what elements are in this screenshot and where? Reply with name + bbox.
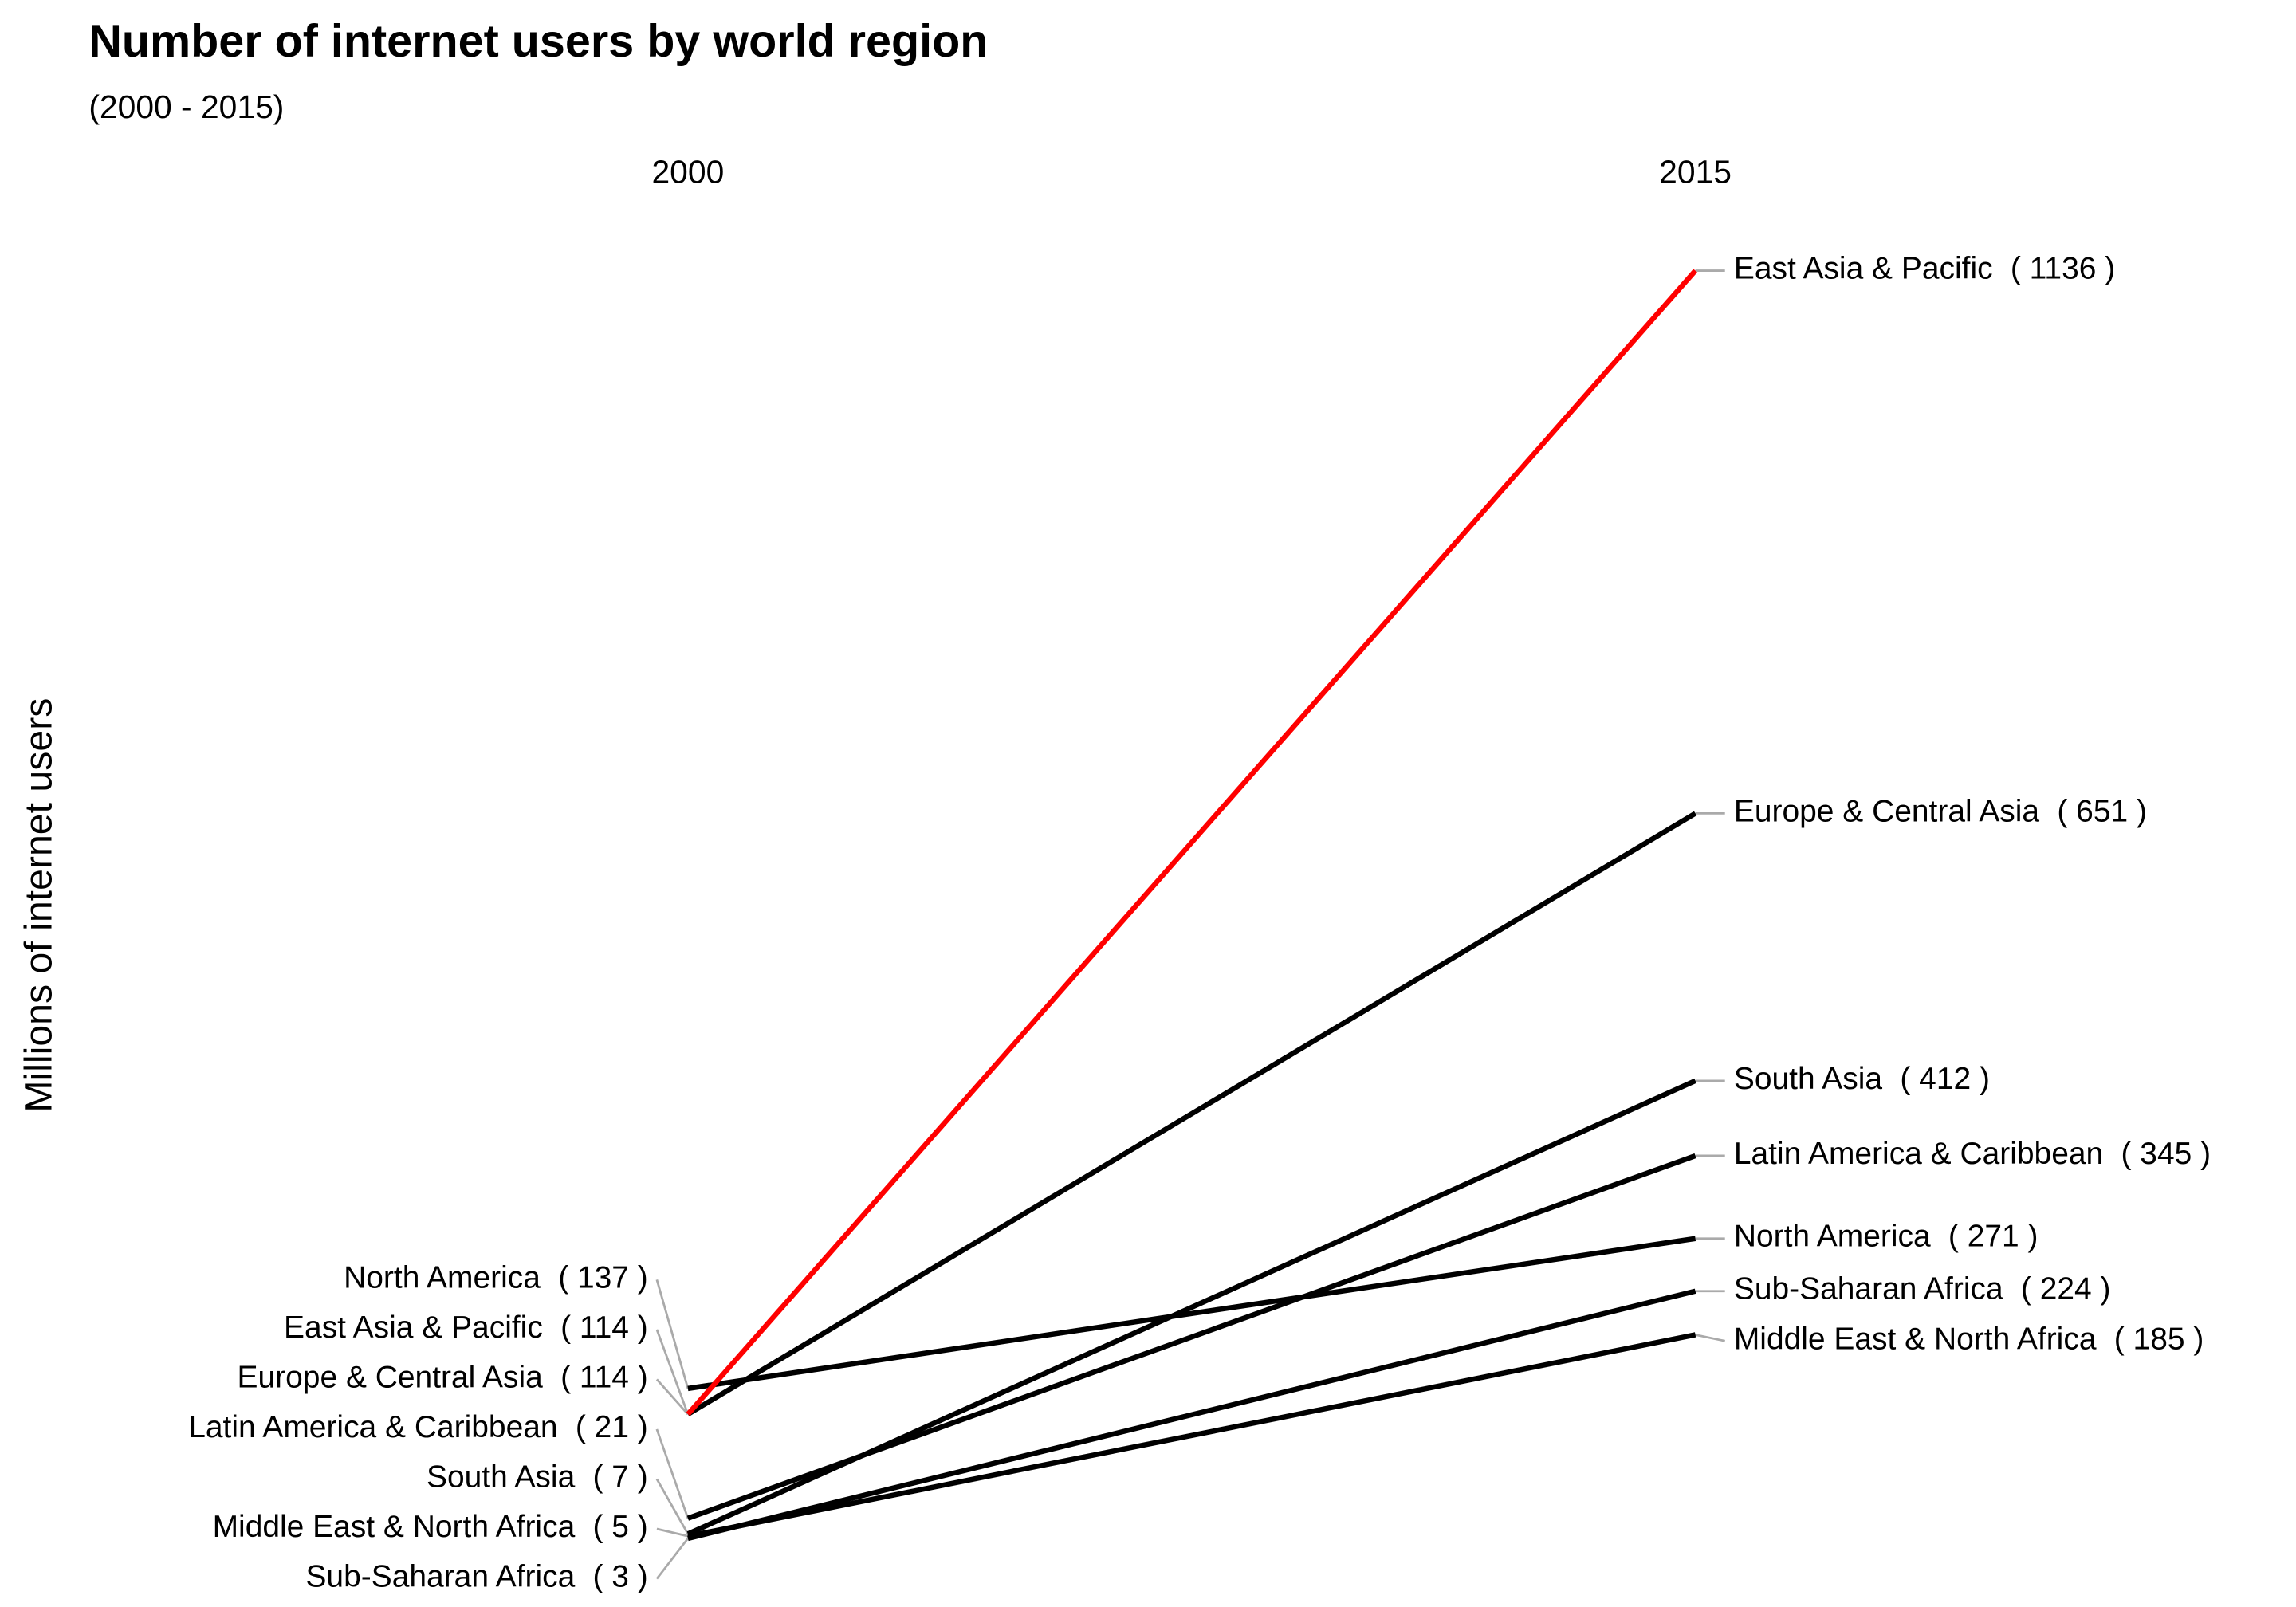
region-name: North America — [344, 1261, 541, 1295]
value-label: ( 137 ) — [558, 1261, 648, 1295]
region-name: South Asia — [427, 1460, 576, 1495]
leader-line — [655, 1378, 689, 1416]
left-label: North America ( 137 ) — [344, 1261, 648, 1295]
value-label: ( 7 ) — [593, 1460, 648, 1495]
region-name: East Asia & Pacific — [284, 1310, 543, 1345]
value-label: ( 185 ) — [2114, 1322, 2204, 1357]
value-label: ( 5 ) — [593, 1510, 648, 1544]
region-name: South Asia — [1734, 1062, 1883, 1096]
region-name: Middle East & North Africa — [1734, 1322, 2097, 1357]
leader-line — [655, 1478, 690, 1535]
left-label: East Asia & Pacific ( 114 ) — [284, 1310, 648, 1345]
chart-title: Number of internet users by world region — [88, 16, 988, 67]
region-name: Latin America & Caribbean — [1734, 1137, 2103, 1171]
value-label: ( 114 ) — [560, 1361, 648, 1395]
slope-line — [686, 1078, 1696, 1537]
right-label: East Asia & Pacific ( 1136 ) — [1734, 252, 2115, 286]
right-label: North America ( 271 ) — [1734, 1220, 2038, 1254]
value-label: ( 651 ) — [2057, 795, 2147, 829]
leader-line — [656, 1527, 689, 1538]
region-name: Sub-Saharan Africa — [305, 1560, 575, 1594]
left-label: Middle East & North Africa ( 5 ) — [213, 1510, 648, 1544]
value-label: ( 3 ) — [593, 1560, 648, 1594]
region-name: East Asia & Pacific — [1734, 252, 1993, 286]
y-axis-label: Millions of internet users — [18, 698, 61, 1113]
right-label: Middle East & North Africa ( 185 ) — [1734, 1322, 2204, 1357]
left-label: Sub-Saharan Africa ( 3 ) — [305, 1560, 647, 1594]
region-name: Europe & Central Asia — [1734, 795, 2040, 829]
x-tick-label: 2000 — [651, 154, 724, 191]
slope-line — [686, 811, 1697, 1416]
region-name: Sub-Saharan Africa — [1734, 1272, 2003, 1306]
x-tick-label: 2015 — [1659, 154, 1732, 191]
right-label: Sub-Saharan Africa ( 224 ) — [1734, 1272, 2111, 1306]
region-name: Latin America & Caribbean — [188, 1410, 557, 1444]
leader-line — [655, 1279, 690, 1389]
slope-line — [687, 1288, 1696, 1542]
value-label: ( 412 ) — [1900, 1062, 1990, 1096]
value-label: ( 114 ) — [560, 1310, 648, 1345]
right-label: Latin America & Caribbean ( 345 ) — [1734, 1137, 2211, 1171]
value-label: ( 271 ) — [1948, 1220, 2038, 1254]
value-label: ( 1136 ) — [2011, 252, 2115, 286]
leader-line — [1695, 1334, 1725, 1342]
slope-line — [687, 1236, 1696, 1392]
leader-line — [655, 1538, 689, 1580]
value-label: ( 345 ) — [2121, 1137, 2211, 1171]
region-name: Middle East & North Africa — [213, 1510, 576, 1544]
left-label: Europe & Central Asia ( 114 ) — [238, 1361, 648, 1395]
value-label: ( 224 ) — [2021, 1272, 2111, 1306]
left-label: South Asia ( 7 ) — [427, 1460, 648, 1495]
slope-line — [687, 1332, 1696, 1539]
slope-line — [686, 269, 1698, 1416]
value-label: ( 21 ) — [576, 1410, 648, 1444]
leader-line — [655, 1329, 690, 1415]
region-name: North America — [1734, 1220, 1931, 1254]
right-label: South Asia ( 412 ) — [1734, 1062, 1990, 1096]
left-label: Latin America & Caribbean ( 21 ) — [188, 1410, 648, 1444]
leader-line — [655, 1428, 690, 1519]
region-name: Europe & Central Asia — [238, 1361, 544, 1395]
chart-subtitle: (2000 - 2015) — [88, 88, 284, 125]
right-label: Europe & Central Asia ( 651 ) — [1734, 795, 2147, 829]
